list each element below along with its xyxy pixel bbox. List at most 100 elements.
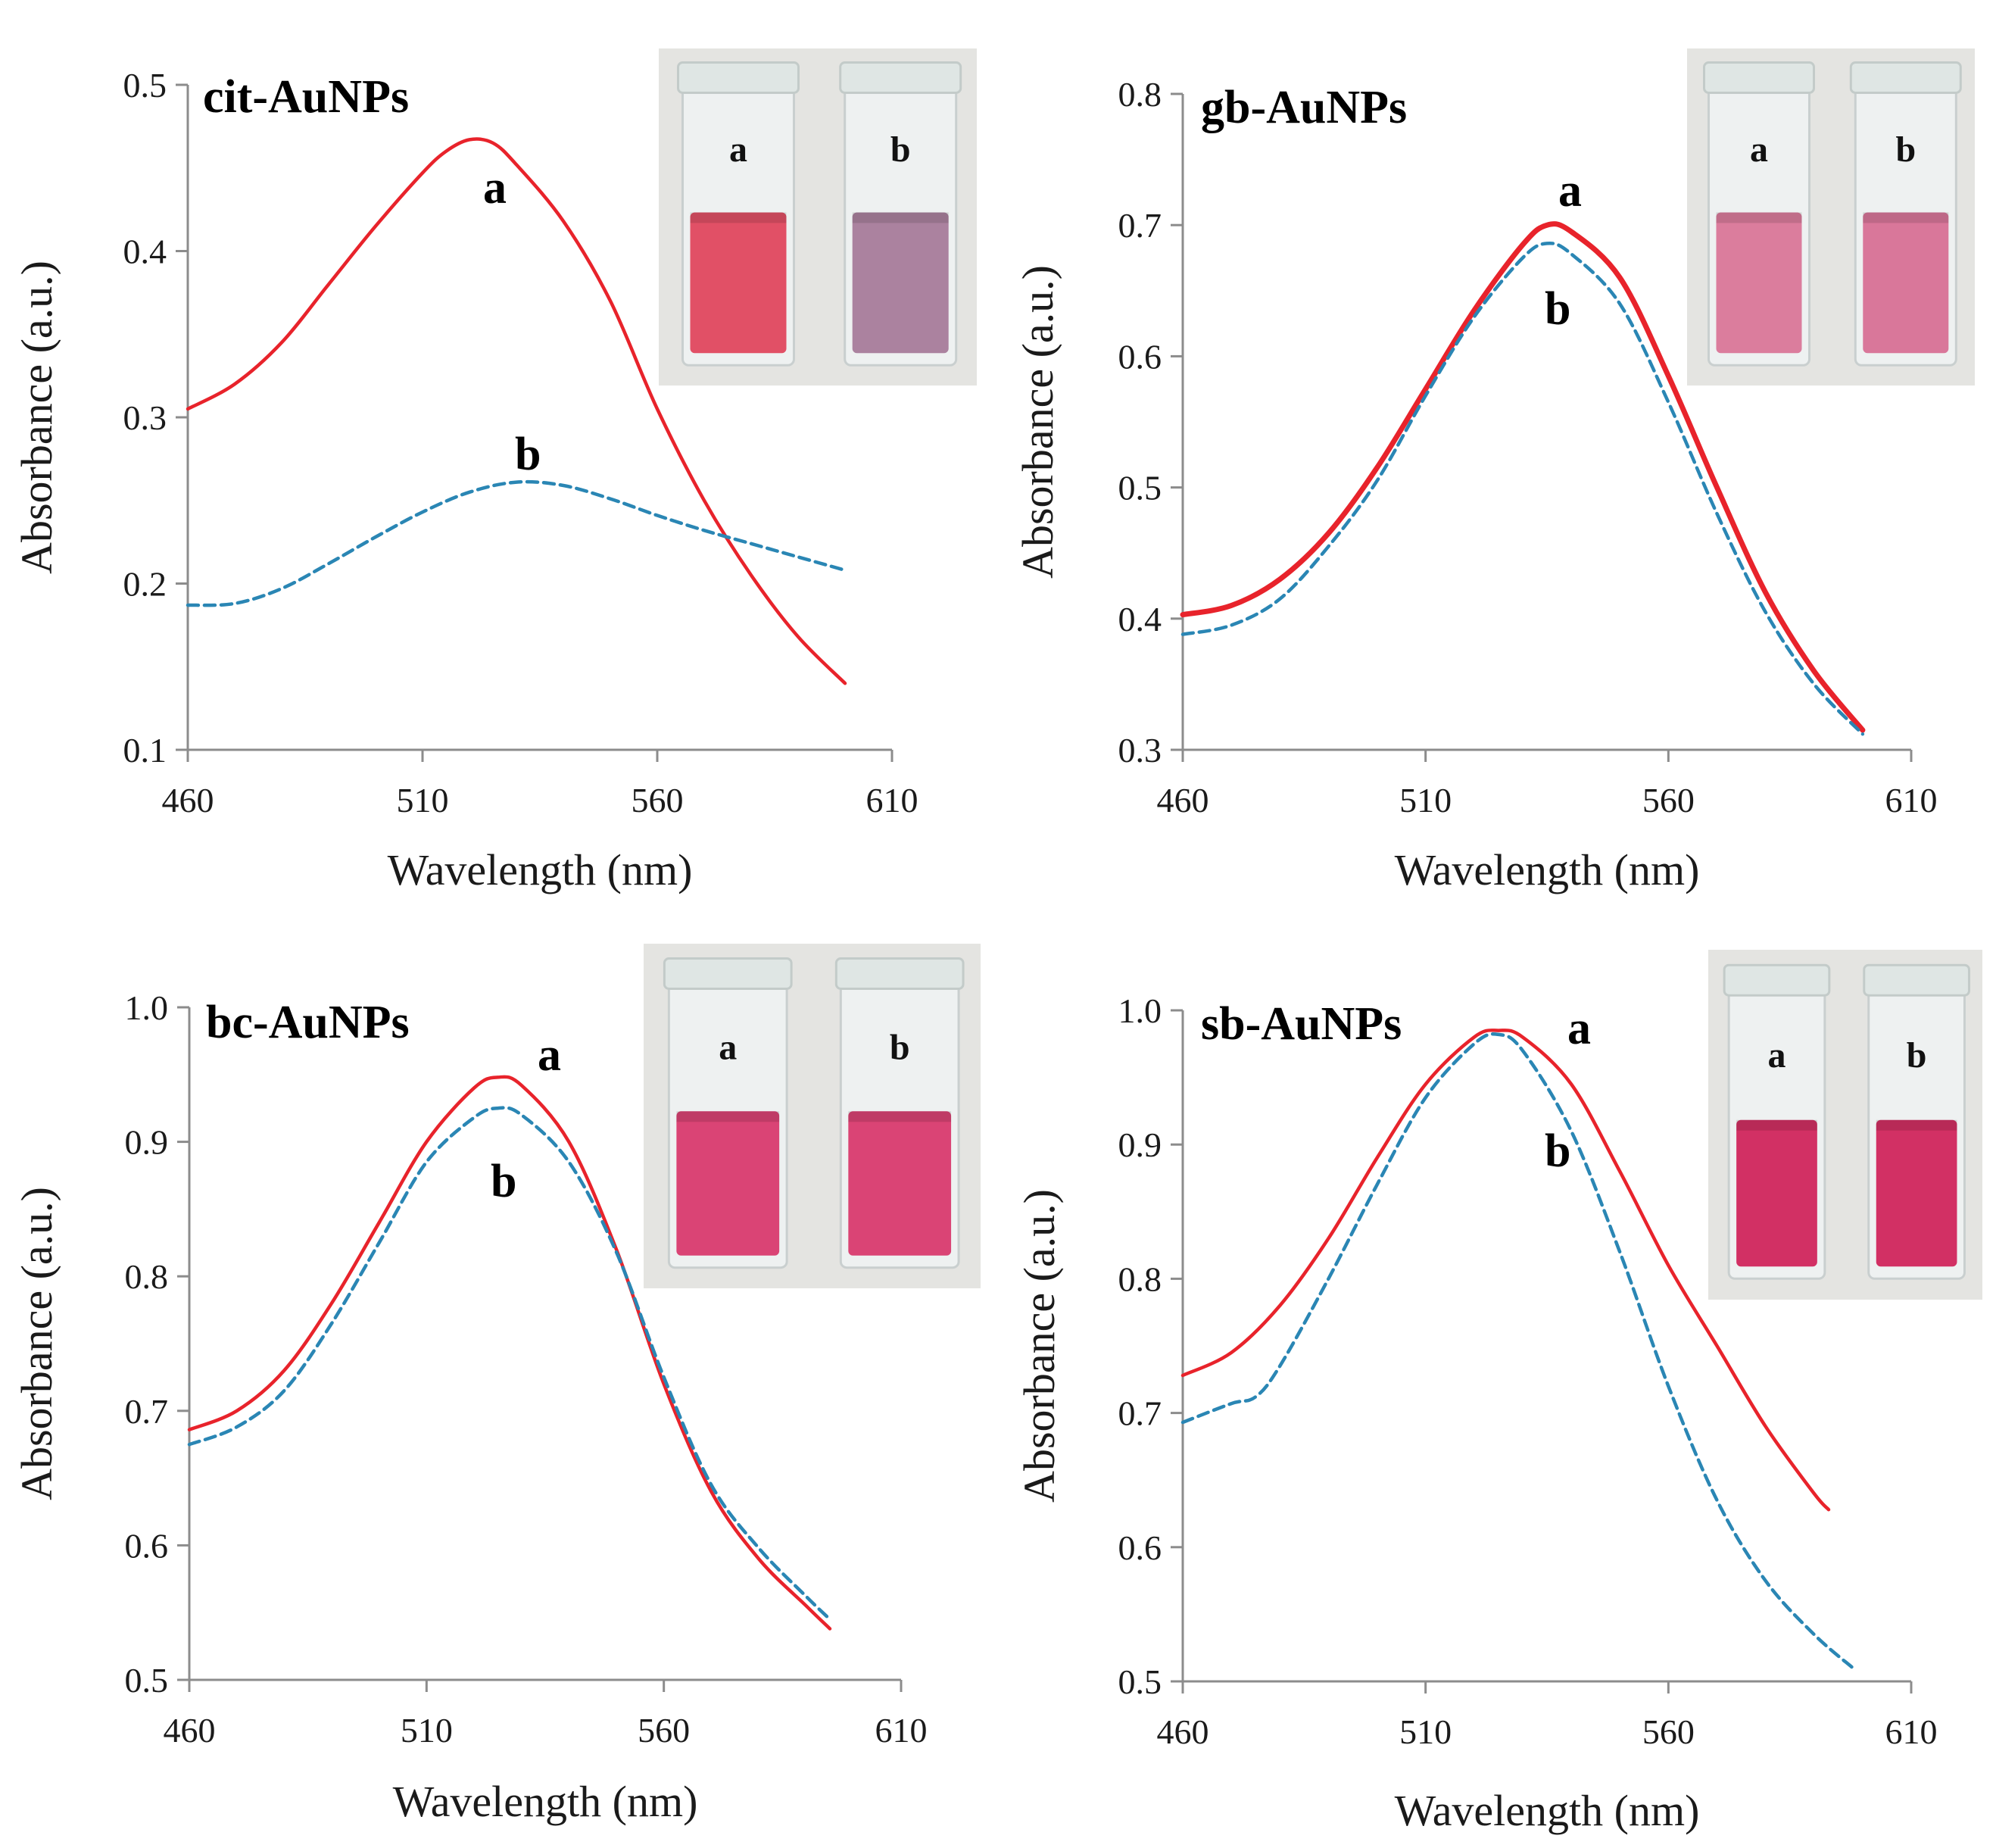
curve-label-a: a bbox=[538, 1029, 561, 1081]
series-line-a bbox=[1180, 221, 1866, 733]
y-tick-label: 0.5 bbox=[1118, 469, 1162, 507]
y-tick-label: 0.4 bbox=[123, 233, 167, 271]
x-tick-label: 460 bbox=[164, 1711, 216, 1750]
y-axis-title: Absorbance (a.u.) bbox=[1015, 1189, 1064, 1503]
cuvette-label-b: b bbox=[890, 130, 911, 170]
x-tick-label: 610 bbox=[1885, 781, 1938, 819]
x-tick-label: 460 bbox=[1157, 781, 1209, 819]
y-tick-label: 0.4 bbox=[1118, 600, 1162, 638]
cuvette-b: b bbox=[1849, 61, 1962, 367]
cuvette-cap bbox=[663, 957, 793, 990]
y-tick-label: 0.6 bbox=[1118, 1528, 1162, 1567]
x-axis-title: Wavelength (nm) bbox=[1395, 845, 1700, 894]
cuvette-cap bbox=[1849, 61, 1962, 94]
series-line-b bbox=[186, 479, 847, 607]
cuvette-cap bbox=[1863, 963, 1970, 997]
x-tick-label: 560 bbox=[638, 1711, 690, 1750]
x-tick-label: 510 bbox=[1399, 1712, 1452, 1751]
cuvette-a: a bbox=[1723, 963, 1831, 1280]
y-axis-title: Absorbance (a.u.) bbox=[12, 1187, 61, 1500]
x-axis-title: Wavelength (nm) bbox=[393, 1777, 698, 1826]
x-tick-label: 510 bbox=[401, 1711, 453, 1750]
cuvette-liquid bbox=[1876, 1119, 1957, 1267]
cuvette-liquid bbox=[1736, 1119, 1817, 1267]
y-tick-label: 0.3 bbox=[1118, 731, 1162, 769]
x-axis-title: Wavelength (nm) bbox=[388, 845, 693, 894]
panel-title: bc-AuNPs bbox=[206, 997, 410, 1048]
cuvette-liquid bbox=[848, 1111, 952, 1256]
y-tick-label: 0.7 bbox=[1118, 206, 1162, 245]
cuvette-liquid bbox=[676, 1111, 780, 1256]
cuvette-b: b bbox=[839, 61, 962, 367]
x-tick-label: 610 bbox=[1885, 1712, 1938, 1751]
cuvette-a: a bbox=[1703, 61, 1815, 367]
y-tick-label: 0.3 bbox=[123, 398, 167, 437]
curve-label-b: b bbox=[515, 429, 541, 480]
cuvette-liquid bbox=[1863, 212, 1949, 354]
x-tick-label: 510 bbox=[397, 781, 449, 819]
x-tick-label: 460 bbox=[1157, 1712, 1209, 1751]
cuvette-liquid bbox=[690, 212, 787, 354]
y-tick-label: 1.0 bbox=[1118, 991, 1162, 1030]
series-line-b bbox=[187, 1106, 832, 1622]
curve-label-a: a bbox=[1558, 165, 1582, 217]
y-tick-label: 0.8 bbox=[1118, 75, 1162, 114]
cuvette-meniscus bbox=[1736, 1119, 1817, 1131]
series-line-a bbox=[1180, 1029, 1831, 1512]
x-tick-label: 610 bbox=[866, 781, 918, 819]
curve-label-b: b bbox=[1545, 283, 1570, 335]
cuvette-cap bbox=[1703, 61, 1815, 94]
y-tick-label: 0.9 bbox=[1118, 1125, 1162, 1164]
cuvette-cap bbox=[677, 61, 800, 94]
y-tick-label: 0.5 bbox=[1118, 1662, 1162, 1701]
y-axis-title: Absorbance (a.u.) bbox=[12, 261, 61, 574]
cuvette-meniscus bbox=[1716, 212, 1802, 223]
cuvette-b: b bbox=[1863, 963, 1970, 1280]
cuvette-label-b: b bbox=[1895, 130, 1916, 170]
cuvette-meniscus bbox=[848, 1111, 952, 1122]
x-tick-label: 560 bbox=[1642, 781, 1695, 819]
y-axis-title: Absorbance (a.u.) bbox=[1013, 265, 1062, 579]
y-tick-label: 0.7 bbox=[125, 1392, 169, 1431]
x-tick-label: 610 bbox=[875, 1711, 928, 1750]
cuvette-label-b: b bbox=[890, 1028, 910, 1068]
y-tick-label: 0.5 bbox=[125, 1661, 169, 1700]
curve-label-b: b bbox=[491, 1156, 516, 1207]
y-tick-label: 0.5 bbox=[123, 66, 167, 105]
x-axis-title: Wavelength (nm) bbox=[1395, 1786, 1700, 1835]
x-tick-label: 560 bbox=[632, 781, 684, 819]
y-tick-label: 0.2 bbox=[123, 565, 167, 604]
x-tick-label: 460 bbox=[162, 781, 214, 819]
y-tick-label: 0.8 bbox=[125, 1257, 169, 1296]
cuvette-meniscus bbox=[852, 212, 949, 223]
cuvette-meniscus bbox=[1863, 212, 1949, 223]
curve-label-a: a bbox=[1567, 1003, 1591, 1054]
cuvette-label-b: b bbox=[1907, 1035, 1927, 1075]
curve-label-b: b bbox=[1545, 1125, 1570, 1177]
y-tick-label: 0.9 bbox=[125, 1123, 169, 1162]
y-tick-label: 0.1 bbox=[123, 731, 167, 769]
y-tick-label: 0.6 bbox=[125, 1526, 169, 1565]
cuvette-label-a: a bbox=[1750, 130, 1768, 170]
cuvette-b: b bbox=[834, 957, 965, 1269]
cuvette-a: a bbox=[663, 957, 793, 1269]
cuvette-label-a: a bbox=[1768, 1035, 1786, 1075]
cuvette-label-a: a bbox=[729, 130, 747, 170]
series-line-b bbox=[1180, 241, 1865, 736]
cuvette-meniscus bbox=[1876, 1119, 1957, 1131]
panel-title: cit-AuNPs bbox=[203, 71, 409, 123]
y-tick-label: 0.8 bbox=[1118, 1260, 1162, 1298]
cuvette-cap bbox=[1723, 963, 1831, 997]
cuvette-liquid bbox=[852, 212, 949, 354]
cuvette-liquid bbox=[1716, 212, 1802, 354]
panel-title: gb-AuNPs bbox=[1201, 82, 1407, 133]
